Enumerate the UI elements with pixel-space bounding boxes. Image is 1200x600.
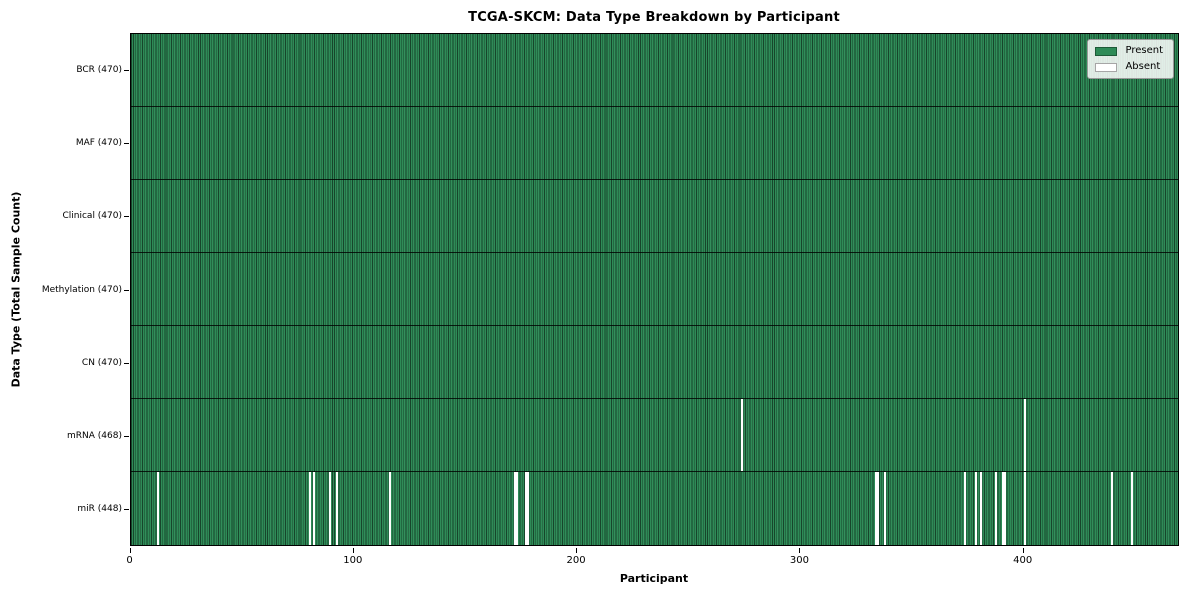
heatmap-row-mRNA <box>130 399 1178 472</box>
absent-cell <box>513 472 517 545</box>
heatmap-row-CN <box>130 326 1178 399</box>
y-tick-label-CN: CN (470) <box>81 357 122 368</box>
absent-cell <box>1004 472 1007 545</box>
heatmap-row-MAF <box>130 107 1178 180</box>
absent-cell <box>328 472 332 545</box>
absent-cell <box>1111 472 1114 545</box>
absent-cell <box>874 472 878 545</box>
absent-cell <box>964 472 967 545</box>
present-swatch <box>1095 46 1118 56</box>
absent-cell <box>313 472 316 545</box>
absent-cell <box>1001 472 1005 545</box>
x-tick-label-400: 400 <box>1013 555 1033 566</box>
absent-cell <box>995 472 998 545</box>
legend: Present Absent <box>1087 39 1174 79</box>
absent-cell <box>975 472 978 545</box>
absent-swatch <box>1095 62 1118 72</box>
x-tick-mark <box>352 547 354 553</box>
absent-cell <box>527 472 530 545</box>
y-tick-mark <box>124 509 129 511</box>
absent-cell <box>877 472 880 545</box>
plot-area: Present Absent <box>129 33 1179 546</box>
y-tick-label-MAF: MAF (470) <box>75 137 122 148</box>
heatmap-row-miR <box>130 472 1178 545</box>
x-tick-mark <box>1022 547 1024 553</box>
y-tick-label-miR: miR (448) <box>77 504 122 515</box>
heatmap-row-Clinical <box>130 180 1178 253</box>
absent-cell <box>524 472 528 545</box>
absent-cell <box>1024 472 1027 545</box>
absent-cell <box>335 472 338 545</box>
y-tick-mark <box>124 289 129 291</box>
absent-cell <box>516 472 519 545</box>
x-tick-label-100: 100 <box>343 555 363 566</box>
absent-cell <box>308 472 312 545</box>
absent-cell <box>1131 472 1134 545</box>
absent-cell <box>389 472 392 545</box>
x-tick-mark <box>576 547 578 553</box>
y-tick-label-Clinical: Clinical (470) <box>62 211 122 222</box>
absent-cell <box>741 399 744 471</box>
y-tick-mark <box>124 436 129 438</box>
y-tick-label-BCR: BCR (470) <box>76 64 122 75</box>
absent-cell <box>979 472 982 545</box>
absent-cell <box>1024 399 1027 471</box>
x-axis-label: Participant <box>619 572 689 585</box>
x-tick-mark <box>799 547 801 553</box>
legend-item-absent: Absent <box>1095 62 1163 72</box>
chart-title: TCGA-SKCM: Data Type Breakdown by Partic… <box>468 10 840 25</box>
legend-label-absent: Absent <box>1125 61 1161 72</box>
heatmap-row-BCR <box>130 34 1178 107</box>
y-tick-mark <box>124 216 129 218</box>
y-tick-mark <box>124 142 129 144</box>
y-tick-mark <box>124 69 129 71</box>
absent-cell <box>157 472 160 545</box>
y-tick-label-mRNA: mRNA (468) <box>67 431 122 442</box>
legend-item-present: Present <box>1095 46 1163 56</box>
absent-cell <box>883 472 887 545</box>
x-tick-label-0: 0 <box>126 555 133 566</box>
x-tick-mark <box>129 547 131 553</box>
x-tick-label-200: 200 <box>566 555 586 566</box>
legend-label-present: Present <box>1125 45 1163 56</box>
x-tick-label-300: 300 <box>789 555 809 566</box>
heatmap-row-Methylation <box>130 253 1178 326</box>
y-tick-label-Methylation: Methylation (470) <box>41 284 122 295</box>
heatmap-rows <box>130 34 1178 545</box>
y-tick-mark <box>124 362 129 364</box>
